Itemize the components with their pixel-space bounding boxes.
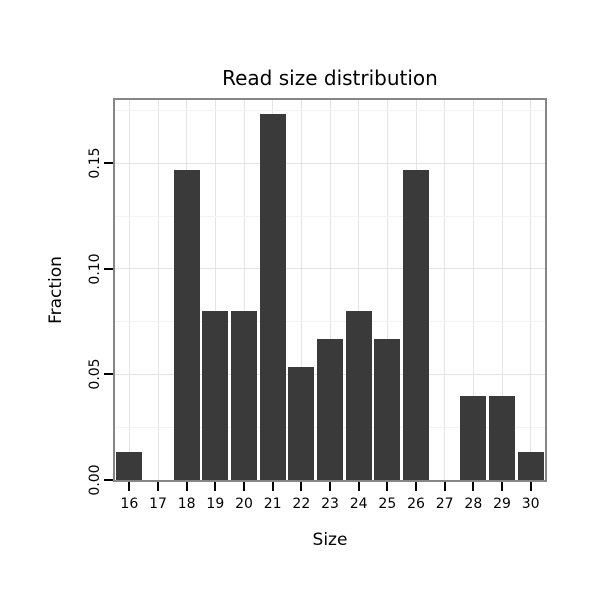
bar-size-29 [489, 395, 515, 480]
gridline-horizontal-major [115, 162, 545, 164]
gridline-vertical [386, 100, 388, 480]
gridline-horizontal-minor [115, 215, 545, 217]
x-tick-label-20: 20 [235, 496, 253, 512]
chart-title: Read size distribution [222, 66, 438, 90]
gridline-vertical [501, 100, 503, 480]
gridline-vertical [530, 100, 532, 480]
x-tick-label-27: 27 [435, 496, 454, 512]
bar-size-30 [517, 451, 544, 480]
gridline-vertical [358, 100, 360, 480]
x-tick-label-16: 16 [120, 496, 139, 512]
gridline-vertical [300, 100, 302, 480]
x-tick-28 [472, 482, 475, 491]
x-tick-label-18: 18 [177, 496, 196, 512]
x-tick-18 [185, 482, 188, 491]
x-tick-label-21: 21 [263, 496, 282, 512]
y-tick-label-0.00: 0.00 [87, 464, 103, 496]
y-tick-0.10 [104, 267, 113, 270]
bar-size-22 [288, 367, 315, 480]
x-tick-16 [128, 482, 131, 491]
gridline-vertical [214, 100, 216, 480]
x-tick-label-26: 26 [407, 496, 425, 512]
x-tick-24 [357, 482, 360, 491]
x-tick-label-28: 28 [464, 496, 483, 512]
x-tick-21 [271, 482, 274, 491]
bar-size-26 [403, 170, 429, 480]
x-tick-label-30: 30 [521, 496, 540, 512]
x-tick-label-17: 17 [149, 496, 167, 512]
y-tick-0.15 [104, 162, 113, 165]
gridline-vertical [472, 100, 474, 480]
bar-size-16 [116, 451, 143, 480]
bar-size-20 [231, 311, 257, 480]
bars-layer [115, 100, 545, 480]
gridline-horizontal-minor [115, 321, 545, 323]
bar-size-19 [202, 311, 229, 480]
x-tick-27 [443, 482, 446, 491]
gridline-horizontal-major [115, 268, 545, 270]
x-tick-label-24: 24 [349, 496, 368, 512]
bar-size-24 [345, 311, 372, 480]
gridline-vertical [157, 100, 159, 480]
x-tick-label-19: 19 [206, 496, 225, 512]
bar-size-25 [374, 339, 401, 480]
y-tick-label-0.05: 0.05 [87, 358, 103, 391]
x-tick-label-29: 29 [493, 496, 511, 512]
plot-panel [113, 98, 547, 482]
gridline-horizontal-minor [115, 110, 545, 112]
bar-size-21 [259, 114, 286, 480]
y-tick-label-0.10: 0.10 [87, 253, 103, 285]
x-tick-25 [386, 482, 389, 491]
y-tick-0.05 [104, 373, 113, 376]
x-tick-22 [300, 482, 303, 491]
x-tick-17 [157, 482, 159, 491]
x-tick-29 [501, 482, 503, 491]
bar-size-23 [317, 339, 343, 480]
y-tick-0.00 [104, 479, 113, 481]
x-tick-label-25: 25 [378, 496, 397, 512]
gridline-vertical [243, 100, 245, 480]
x-tick-26 [415, 482, 417, 491]
x-axis-title: Size [312, 530, 348, 550]
y-tick-label-0.15: 0.15 [87, 147, 103, 179]
gridline-vertical [329, 100, 331, 480]
x-tick-20 [243, 482, 245, 491]
x-tick-19 [214, 482, 217, 491]
bar-size-28 [460, 395, 487, 480]
x-tick-30 [529, 482, 532, 491]
bar-size-18 [173, 170, 200, 480]
x-tick-label-23: 23 [321, 496, 339, 512]
x-tick-23 [329, 482, 331, 491]
gridline-vertical [444, 100, 446, 480]
x-tick-label-22: 22 [292, 496, 311, 512]
gridline-vertical [128, 100, 130, 480]
